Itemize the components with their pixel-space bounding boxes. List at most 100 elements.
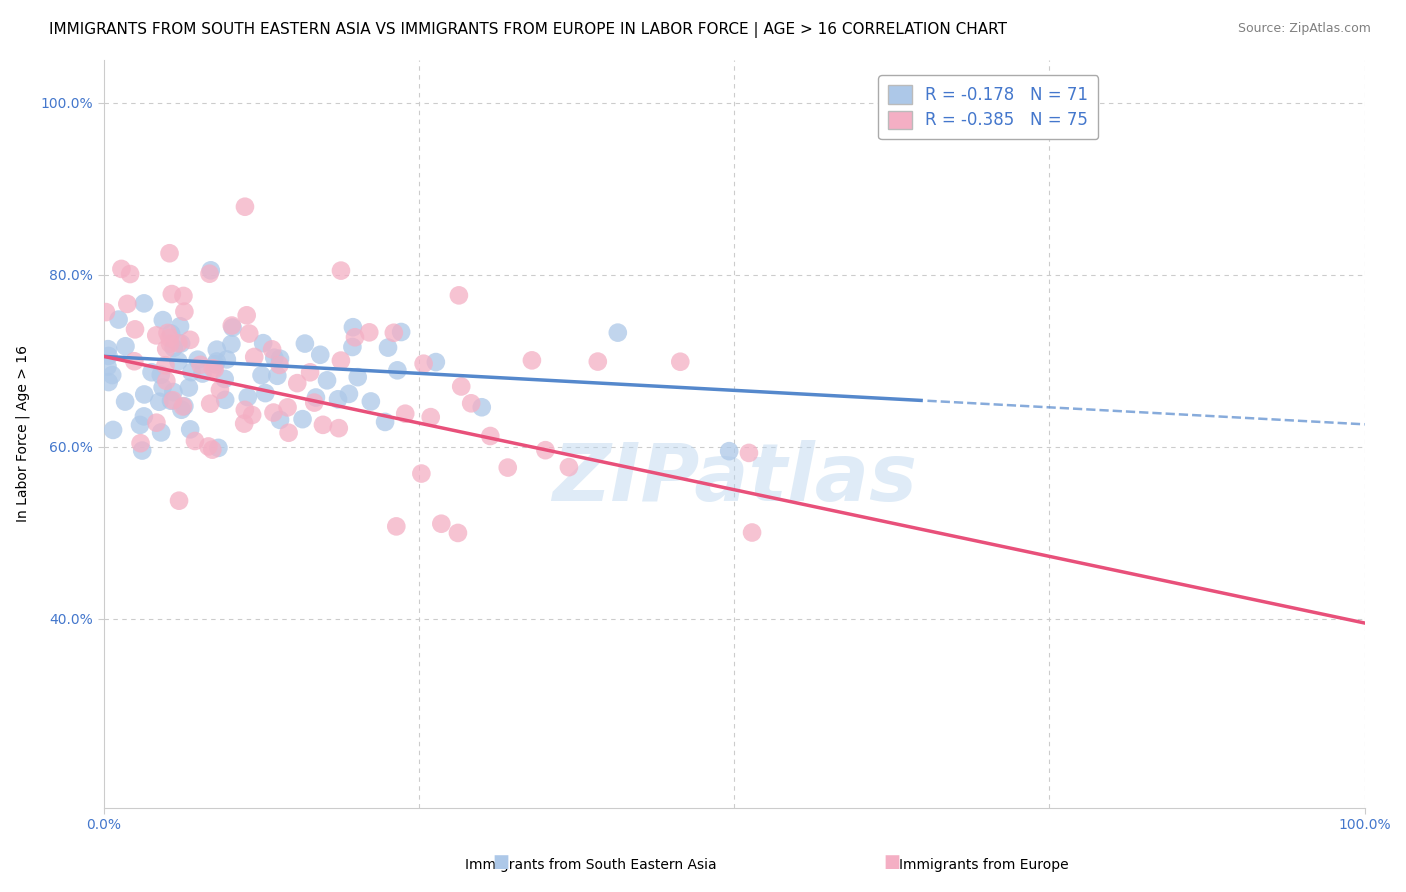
Point xyxy=(145,328,167,343)
Point xyxy=(129,417,152,432)
Point xyxy=(96,359,118,374)
Point xyxy=(204,357,226,371)
Point xyxy=(471,401,494,415)
Point xyxy=(299,365,322,379)
Text: ■: ■ xyxy=(492,853,509,871)
Point xyxy=(162,341,184,355)
Y-axis label: In Labor Force | Age > 16: In Labor Force | Age > 16 xyxy=(15,345,30,523)
Point xyxy=(233,402,256,417)
Point xyxy=(204,362,226,376)
Point xyxy=(412,357,434,371)
Point xyxy=(117,297,139,311)
Point xyxy=(277,401,299,415)
Text: Source: ZipAtlas.com: Source: ZipAtlas.com xyxy=(1237,22,1371,36)
Point xyxy=(718,444,741,458)
Point xyxy=(173,304,195,318)
Point xyxy=(198,397,221,411)
Point xyxy=(107,312,129,326)
Point xyxy=(374,415,396,429)
Point xyxy=(221,320,243,334)
Point xyxy=(200,263,222,277)
Point xyxy=(377,341,399,355)
Point xyxy=(184,434,207,448)
Point xyxy=(172,400,194,414)
Point xyxy=(160,393,183,408)
Point xyxy=(162,384,184,399)
Point xyxy=(155,374,177,388)
Point xyxy=(419,410,441,425)
Point xyxy=(170,336,193,351)
Point xyxy=(201,361,224,376)
Point xyxy=(145,416,167,430)
Point xyxy=(266,368,288,383)
Point xyxy=(221,337,243,351)
Point xyxy=(207,441,229,455)
Point xyxy=(160,287,183,301)
Point xyxy=(252,336,274,351)
Point xyxy=(134,387,156,401)
Point xyxy=(124,322,146,336)
Point xyxy=(177,381,200,395)
Point xyxy=(179,422,201,436)
Point xyxy=(201,442,224,457)
Point xyxy=(447,525,470,540)
Point xyxy=(330,263,353,277)
Point xyxy=(167,354,190,368)
Point xyxy=(160,326,183,341)
Point xyxy=(304,395,326,409)
Point xyxy=(305,391,328,405)
Point xyxy=(328,421,350,435)
Point xyxy=(606,326,628,340)
Point xyxy=(129,436,152,450)
Text: Immigrants from South Eastern Asia: Immigrants from South Eastern Asia xyxy=(465,858,716,872)
Text: ZIPatlas: ZIPatlas xyxy=(551,440,917,517)
Text: Immigrants from Europe: Immigrants from Europe xyxy=(900,858,1069,872)
Point xyxy=(520,353,543,368)
Point xyxy=(558,460,581,475)
Point xyxy=(159,246,181,260)
Point xyxy=(124,354,146,368)
Point xyxy=(120,267,142,281)
Point xyxy=(277,425,299,440)
Point xyxy=(94,305,117,319)
Point xyxy=(309,348,332,362)
Point xyxy=(254,386,277,401)
Point xyxy=(148,394,170,409)
Point xyxy=(214,392,236,407)
Point xyxy=(191,367,214,381)
Point xyxy=(150,425,173,440)
Point xyxy=(263,351,285,365)
Point xyxy=(262,343,284,357)
Point xyxy=(110,261,132,276)
Point xyxy=(197,440,219,454)
Point xyxy=(236,390,259,404)
Point xyxy=(382,326,405,340)
Point xyxy=(205,343,228,357)
Point xyxy=(240,408,263,422)
Point xyxy=(387,363,409,377)
Point xyxy=(394,407,416,421)
Point xyxy=(312,417,335,432)
Point xyxy=(460,396,482,410)
Point xyxy=(155,342,177,356)
Point xyxy=(155,359,177,373)
Point xyxy=(346,370,368,384)
Point xyxy=(269,351,291,366)
Point xyxy=(180,365,202,379)
Point xyxy=(337,387,360,401)
Point xyxy=(359,326,381,340)
Point xyxy=(141,365,163,379)
Point xyxy=(114,394,136,409)
Point xyxy=(496,460,519,475)
Point xyxy=(233,417,256,431)
Point xyxy=(385,519,408,533)
Point xyxy=(167,336,190,351)
Point xyxy=(131,443,153,458)
Point xyxy=(97,375,120,389)
Point xyxy=(159,336,181,351)
Point xyxy=(152,313,174,327)
Point xyxy=(343,330,366,344)
Point xyxy=(741,525,763,540)
Point xyxy=(316,373,339,387)
Point xyxy=(738,446,761,460)
